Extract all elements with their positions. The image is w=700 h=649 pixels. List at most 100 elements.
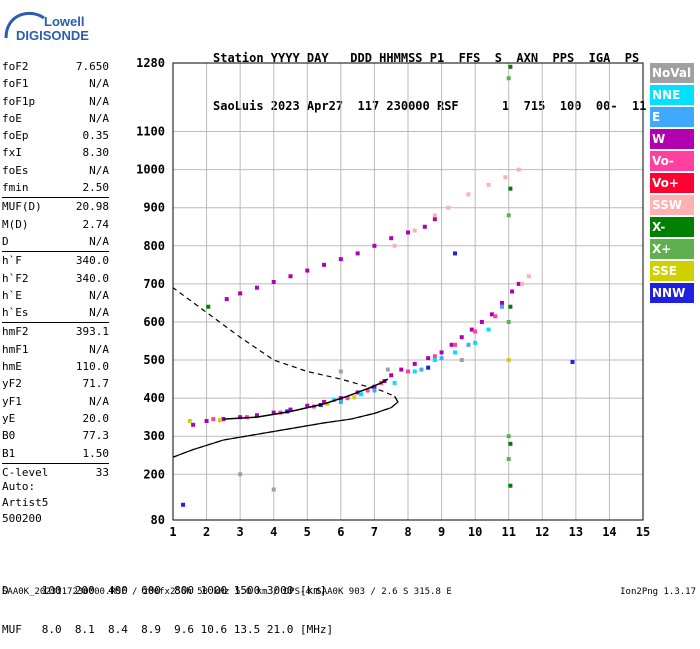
station-header: Station YYYY DAY DDD HHMMSS P1 FFS S AXN… <box>213 18 646 130</box>
x-tick-label: 8 <box>404 525 411 539</box>
param-row: foE N/A <box>2 110 109 127</box>
param-value: N/A <box>89 342 109 356</box>
echo-point-w <box>412 361 417 366</box>
echo-point-vo- <box>453 342 457 347</box>
param-name: hmF1 <box>2 342 29 356</box>
param-value: N/A <box>89 288 109 302</box>
echo-point-sse <box>506 358 511 363</box>
echo-point-e <box>500 304 504 309</box>
param-value: 20.0 <box>82 411 110 425</box>
y-tick-label: 1100 <box>136 125 165 139</box>
param-value: 393.1 <box>75 325 109 339</box>
echo-point-w <box>426 356 431 361</box>
x-tick-label: 11 <box>501 525 515 539</box>
echo-point-x- <box>506 457 511 462</box>
echo-point-e <box>439 356 444 361</box>
param-value: 20.98 <box>75 200 109 214</box>
y-tick-label: 1280 <box>136 56 165 70</box>
autoscaling-info: Auto: Artist5 500200 <box>2 479 48 527</box>
logo-line2: DIGISONDE <box>16 28 89 43</box>
echo-point-x- <box>506 213 511 218</box>
param-row: foF2 7.650 <box>2 58 109 75</box>
echo-point-nne <box>392 380 397 385</box>
param-row: hmF2 393.1 <box>2 323 109 340</box>
echo-point-w <box>389 236 394 241</box>
echo-point-noval <box>271 487 276 492</box>
header-labels: Station YYYY DAY DDD HHMMSS P1 FFS S AXN… <box>213 51 640 65</box>
echo-point-x- <box>506 76 511 81</box>
echo-point-sse <box>187 418 192 423</box>
param-row: C-level 33 <box>2 464 109 481</box>
y-tick-label: 300 <box>143 429 165 443</box>
auto-system: Artist5 <box>2 496 49 509</box>
param-row: foF1p N/A <box>2 93 109 110</box>
x-tick-label: 1 <box>169 525 176 539</box>
param-row: foEs N/A <box>2 162 109 179</box>
param-value: 340.0 <box>75 271 109 285</box>
auto-label: Auto: <box>2 480 36 493</box>
param-row: h`F2 340.0 <box>2 270 109 287</box>
echo-point-noval <box>459 358 464 363</box>
echo-point-ssw <box>466 192 471 197</box>
param-name: foEp <box>2 129 29 143</box>
echo-point-w <box>288 407 293 412</box>
param-value: N/A <box>89 306 109 320</box>
echo-point-nne <box>359 392 363 397</box>
x-tick-label: 4 <box>270 525 277 539</box>
echo-point-ssw <box>516 167 521 172</box>
echo-point-w <box>439 350 444 355</box>
echo-point-x- <box>508 441 513 446</box>
echo-point-vo- <box>432 354 437 359</box>
echo-point-w <box>204 418 209 423</box>
x-tick-label: 12 <box>535 525 549 539</box>
echo-point-w <box>254 413 259 418</box>
legend-item: Vo- <box>650 151 694 171</box>
echo-point-nne <box>473 340 478 345</box>
param-value: 33 <box>95 465 109 479</box>
echo-point-x- <box>508 186 513 191</box>
param-row: foEp 0.35 <box>2 127 109 144</box>
param-name: fmin <box>2 181 29 195</box>
param-row: M(D) 2.74 <box>2 216 109 233</box>
y-tick-label: 600 <box>143 315 165 329</box>
echo-point-e <box>338 399 343 404</box>
echo-point-nnw <box>181 502 186 507</box>
param-value: N/A <box>89 234 109 248</box>
echo-point-w <box>271 410 276 415</box>
echo-point-ssw <box>446 205 451 210</box>
param-value: 2.50 <box>82 181 110 195</box>
echo-point-nnw <box>426 365 431 370</box>
plot-frame <box>172 62 644 521</box>
logo-arc <box>4 11 45 39</box>
param-row: yE 20.0 <box>2 410 109 427</box>
muf-distance-table: D 100 200 400 600 800 1000 1500 3000 [km… <box>2 558 333 649</box>
echo-point-vo- <box>365 388 370 393</box>
echo-point-w <box>338 257 343 262</box>
param-name: h`F2 <box>2 271 29 285</box>
legend-item: SSE <box>650 261 694 281</box>
echo-point-ssw <box>392 243 397 248</box>
echo-point-w <box>372 243 377 248</box>
echo-point-w <box>355 251 360 256</box>
legend-item: E <box>650 107 694 127</box>
y-tick-label: 800 <box>143 239 165 253</box>
echo-point-w <box>191 422 196 427</box>
echo-point-w <box>305 268 310 273</box>
echo-point-w <box>399 367 404 372</box>
echo-point-nne <box>432 358 437 363</box>
echo-point-e <box>466 342 471 347</box>
param-value: N/A <box>89 94 109 108</box>
echo-point-w <box>432 217 437 222</box>
x-tick-label: 9 <box>438 525 445 539</box>
echo-point-w <box>469 327 474 332</box>
param-name: h`E <box>2 288 22 302</box>
param-name: yF1 <box>2 394 22 408</box>
echo-point-w <box>238 291 243 296</box>
param-name: MUF(D) <box>2 200 42 214</box>
param-value: N/A <box>89 111 109 125</box>
param-value: 110.0 <box>75 360 109 374</box>
param-separator <box>2 251 109 253</box>
y-tick-label: 700 <box>143 277 165 291</box>
param-name: h`F <box>2 254 22 268</box>
echo-point-w <box>271 279 276 284</box>
